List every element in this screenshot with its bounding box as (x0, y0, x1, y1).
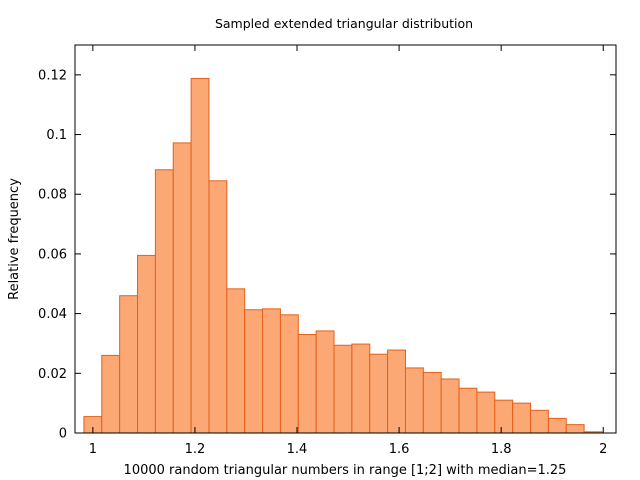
histogram-bar (119, 295, 139, 434)
histogram-bar (226, 288, 246, 434)
histogram-bar (494, 399, 514, 434)
y-tick-label: 0.04 (38, 307, 67, 322)
histogram-bar (547, 417, 567, 434)
histogram-bar (154, 169, 174, 434)
histogram-bar (279, 314, 299, 434)
bars-group (83, 77, 603, 434)
y-tick-label: 0.12 (38, 68, 67, 83)
histogram-bar (404, 367, 424, 434)
histogram-bar (530, 409, 549, 434)
histogram-bar (565, 424, 585, 434)
histogram-bar (244, 309, 264, 434)
chart-title: Sampled extended triangular distribution (215, 16, 473, 31)
histogram-bar (351, 343, 371, 434)
histogram-bar (137, 254, 156, 434)
x-axis-ticks: 1 1.2 1.4 1.6 1.8 2 (89, 45, 607, 457)
x-tick-label: 2 (599, 442, 607, 457)
histogram-bar (172, 142, 192, 434)
histogram-bar (262, 308, 281, 434)
plot-frame (74, 44, 617, 434)
y-axis-ticks: 0 0.02 0.04 0.06 0.08 0.1 0.12 (38, 68, 616, 442)
histogram-bar (387, 349, 406, 434)
histogram-bar (315, 330, 335, 434)
y-axis-label: Relative frequency (7, 178, 22, 300)
y-tick-label: 0 (59, 427, 67, 442)
x-tick-label: 1.8 (491, 442, 512, 457)
histogram-bar (422, 371, 442, 434)
y-tick-label: 0.1 (46, 128, 67, 143)
x-tick-label: 1.2 (185, 442, 206, 457)
histogram-bar (512, 402, 532, 434)
x-axis-label: 10000 random triangular numbers in range… (124, 463, 567, 478)
histogram-bar (190, 77, 210, 434)
histogram-bar (458, 387, 478, 434)
histogram-bar (208, 180, 228, 434)
histogram-bar (476, 391, 496, 434)
x-tick-label: 1.4 (287, 442, 308, 457)
y-tick-label: 0.08 (38, 188, 67, 203)
x-tick-label: 1 (89, 442, 97, 457)
histogram-bar (333, 344, 353, 434)
histogram-bar (369, 353, 389, 434)
histogram-bar (297, 334, 317, 434)
histogram-bar (101, 354, 121, 434)
y-tick-label: 0.02 (38, 367, 67, 382)
y-tick-label: 0.06 (38, 247, 67, 262)
histogram-bar (440, 378, 460, 434)
x-tick-label: 1.6 (389, 442, 410, 457)
